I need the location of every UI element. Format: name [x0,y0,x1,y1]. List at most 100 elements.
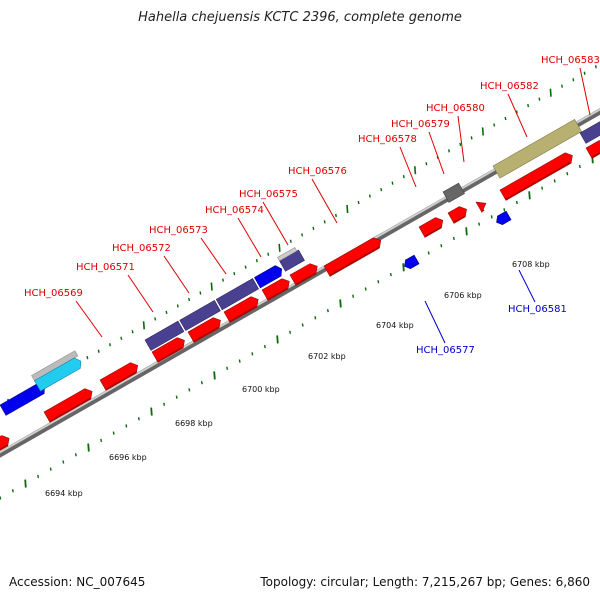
outer-dot [210,282,213,291]
outer-dot [165,310,168,315]
inner-dot [125,424,128,428]
tick-label: 6704 kbp [376,321,414,330]
inner-dot-track [0,155,594,500]
inner-dot [440,244,443,248]
gene-olive[interactable] [492,119,582,179]
outer-dot [222,278,224,282]
gene-red-13[interactable] [499,150,575,201]
inner-dot [226,366,229,370]
gene-label[interactable]: HCH_06583 [541,55,600,66]
outer-dot [538,97,541,101]
gene-leader-line [507,93,528,138]
outer-dot [278,243,281,252]
inner-dot [213,371,216,380]
gene-shadow [49,397,91,423]
gene-navy-1[interactable] [144,320,185,351]
gene-leader-line [518,269,536,303]
gene-red-10[interactable] [418,215,446,238]
gene-red-12[interactable] [475,198,489,213]
outer-dot [504,116,507,121]
gene-red-4[interactable] [151,335,187,363]
outer-dot [481,127,484,136]
gene-blue-mid[interactable] [254,264,284,289]
gene-leader-line [262,201,289,246]
inner-dot [503,208,506,212]
gene-label-layer: HCH_06569 HCH_06571 HCH_06572 HCH_06573 HCH_… [24,55,600,356]
gene-red-11[interactable] [447,204,470,224]
inner-dot [478,222,481,226]
gene-label[interactable]: HCH_06581 [508,304,567,315]
inner-dot [541,186,544,190]
inner-dot [301,323,304,327]
gene-shadow [591,149,600,159]
outer-dot [120,336,123,340]
inner-dot [112,431,115,435]
gene-gray[interactable] [442,182,465,203]
outer-dot [86,356,89,360]
outer-dot [255,259,258,263]
outer-dot [572,78,575,82]
gene-label[interactable]: HCH_06582 [480,81,539,92]
outer-dot [176,304,179,308]
outer-dot [289,239,292,243]
tick-track: 6694 kbp 6696 kbp 6698 kbp 6700 kbp 6702 kbp… [45,260,550,498]
gene-label[interactable]: HCH_06574 [205,205,264,216]
gene-red-6[interactable] [223,294,261,323]
gene-red-5[interactable] [187,315,223,343]
gene-navy-2[interactable] [179,299,221,331]
gene-label[interactable]: HCH_06576 [288,166,347,177]
gene-red-7[interactable] [261,276,292,301]
gene-cyan[interactable] [34,356,83,392]
inner-dot [490,215,493,219]
gene-blue-rev-2[interactable] [494,210,512,227]
outer-dot [527,103,530,108]
gene-red-3[interactable] [99,360,141,391]
outer-dot [391,181,394,185]
gene-leader-line [579,67,591,116]
gene-shadow [481,209,485,213]
inner-dot [200,381,203,385]
gene-shadow [453,215,466,224]
gene-label[interactable]: HCH_06575 [239,189,298,200]
page-title: Hahella chejuensis KCTC 2396, complete g… [138,10,462,25]
gene-leader-line [200,237,227,275]
gene-label[interactable]: HCH_06573 [149,225,208,236]
gene-label[interactable]: HCH_06569 [24,288,83,299]
gene-red-14[interactable] [585,138,600,159]
gene-shadow [157,346,183,363]
outer-dot [459,142,462,146]
gene-label[interactable]: HCH_06571 [76,262,135,273]
gene-label[interactable]: HCH_06580 [426,103,485,114]
gene-shadow [329,246,380,277]
outer-dot [142,321,145,330]
gene-lightgray-top[interactable] [31,350,79,382]
inner-dot [263,345,266,349]
outer-dot [346,204,349,214]
gene-blue-left[interactable] [0,381,48,416]
outer-dot [109,343,111,347]
gene-navy-3[interactable] [215,278,259,311]
gene-red-9[interactable] [323,235,384,277]
outer-dot [267,252,270,256]
outer-dot [188,297,191,302]
outer-dot-track [7,65,597,407]
gene-lightgray-mid[interactable] [277,247,298,262]
tick-label: 6706 kbp [444,291,482,300]
outer-dot [515,110,518,114]
outer-dot [561,84,563,88]
gene-label[interactable]: HCH_06572 [112,243,171,254]
gene-red-2[interactable] [43,386,95,423]
inner-dot [24,479,27,488]
outer-dot [425,162,428,166]
gene-label[interactable]: HCH_06579 [391,119,450,130]
gene-blue-rev-1[interactable] [402,254,420,271]
gene-label[interactable]: HCH_06578 [358,134,417,145]
inner-dot [389,272,392,277]
inner-dot [276,335,279,344]
inner-dot [74,453,77,457]
gene-leader-line [424,300,446,344]
gene-navy-right[interactable] [579,117,600,144]
gene-red-8[interactable] [289,261,320,286]
inner-dot [62,460,65,464]
gene-label[interactable]: HCH_06577 [416,345,475,356]
